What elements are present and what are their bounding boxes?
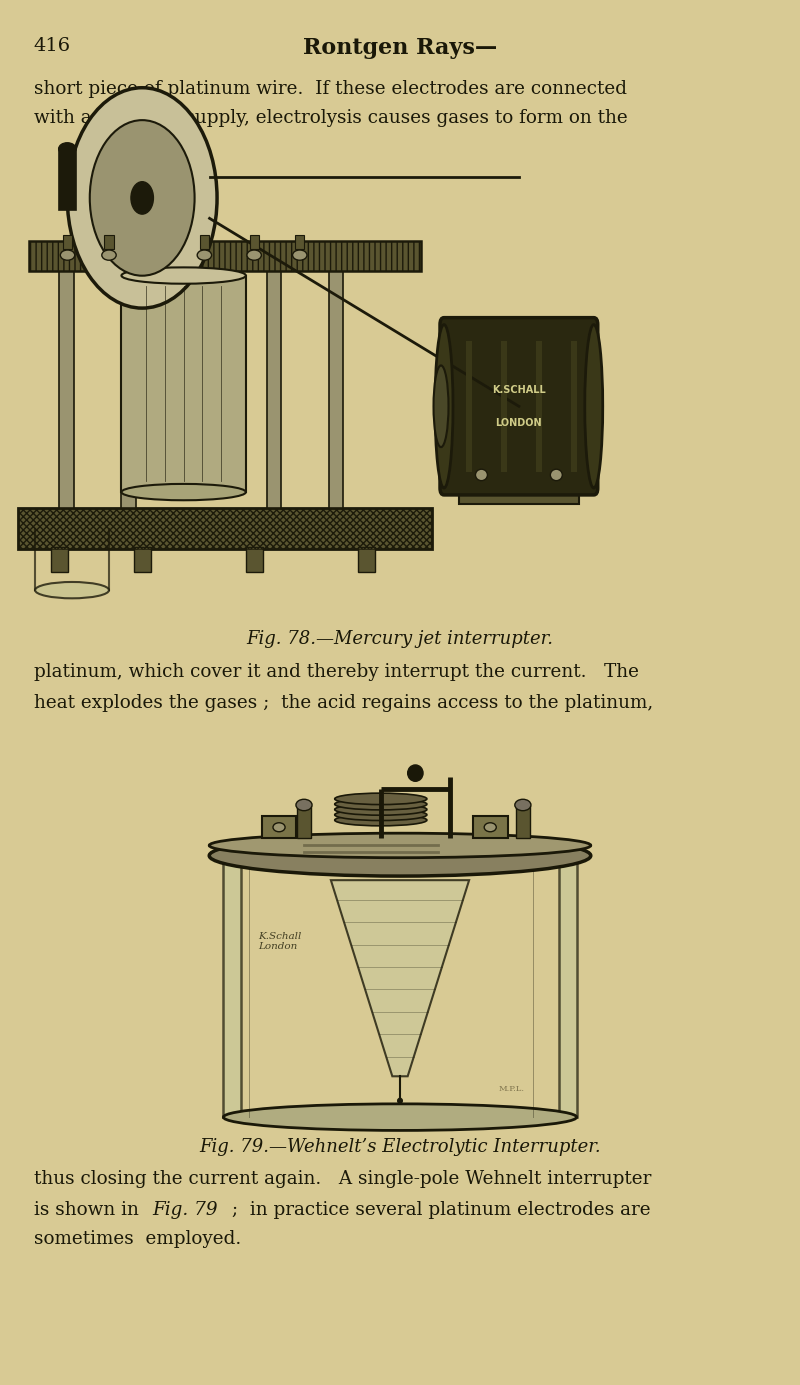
Ellipse shape — [334, 794, 427, 805]
Text: sometimes  employed.: sometimes employed. — [34, 1230, 241, 1248]
Bar — [459, 483, 578, 504]
Ellipse shape — [515, 799, 531, 810]
Ellipse shape — [60, 251, 74, 260]
Text: platinum, which cover it and thereby interrupt the current.   The: platinum, which cover it and thereby int… — [34, 663, 638, 681]
FancyBboxPatch shape — [262, 816, 296, 838]
Bar — [295, 234, 304, 249]
FancyBboxPatch shape — [18, 508, 433, 550]
Bar — [134, 547, 151, 572]
Text: M.P.L.: M.P.L. — [499, 1084, 525, 1093]
Text: with an electric supply, electrolysis causes gases to form on the: with an electric supply, electrolysis ca… — [34, 109, 627, 127]
Ellipse shape — [197, 251, 211, 260]
Ellipse shape — [398, 1098, 402, 1104]
FancyBboxPatch shape — [440, 317, 598, 494]
Ellipse shape — [296, 799, 312, 810]
Text: 416: 416 — [34, 37, 70, 55]
Ellipse shape — [334, 803, 427, 816]
Ellipse shape — [334, 809, 427, 820]
Ellipse shape — [475, 470, 487, 481]
Text: Rontgen Rays—: Rontgen Rays— — [303, 37, 497, 60]
Ellipse shape — [35, 582, 109, 598]
Bar — [223, 856, 241, 1118]
Text: K.Schall
London: K.Schall London — [258, 932, 302, 951]
FancyBboxPatch shape — [473, 816, 507, 838]
Bar — [246, 547, 263, 572]
Bar — [200, 234, 209, 249]
Ellipse shape — [334, 798, 427, 810]
Text: LONDON: LONDON — [495, 418, 542, 428]
Bar — [297, 806, 311, 838]
Bar — [559, 856, 577, 1118]
Ellipse shape — [484, 823, 496, 832]
Text: thus closing the current again.   A single-pole Wehnelt interrupter: thus closing the current again. A single… — [34, 1170, 651, 1188]
Bar — [104, 234, 114, 249]
Ellipse shape — [550, 470, 562, 481]
Bar — [266, 271, 281, 508]
Ellipse shape — [408, 765, 423, 781]
Ellipse shape — [223, 1104, 577, 1130]
Ellipse shape — [210, 834, 590, 857]
Ellipse shape — [122, 267, 246, 284]
Ellipse shape — [293, 251, 307, 260]
Ellipse shape — [58, 143, 76, 155]
Text: short piece of platinum wire.  If these electrodes are connected: short piece of platinum wire. If these e… — [34, 80, 626, 98]
Ellipse shape — [90, 120, 194, 276]
Ellipse shape — [102, 251, 116, 260]
Ellipse shape — [247, 251, 262, 260]
Ellipse shape — [434, 366, 449, 447]
Bar — [571, 341, 578, 472]
Ellipse shape — [435, 324, 453, 488]
Bar — [63, 234, 72, 249]
Bar — [536, 341, 542, 472]
Polygon shape — [331, 881, 469, 1076]
Bar — [122, 271, 136, 508]
Ellipse shape — [273, 823, 285, 832]
Text: is shown in: is shown in — [34, 1201, 144, 1219]
Text: heat explodes the gases ;  the acid regains access to the platinum,: heat explodes the gases ; the acid regai… — [34, 694, 653, 712]
Text: K.SCHALL: K.SCHALL — [492, 385, 546, 395]
Bar — [502, 341, 507, 472]
FancyBboxPatch shape — [30, 241, 421, 271]
Ellipse shape — [67, 87, 217, 307]
Bar — [250, 234, 258, 249]
Bar — [358, 547, 375, 572]
Ellipse shape — [334, 814, 427, 825]
Ellipse shape — [210, 835, 590, 877]
Bar — [516, 806, 530, 838]
Text: ;  in practice several platinum electrodes are: ; in practice several platinum electrode… — [226, 1201, 650, 1219]
Ellipse shape — [131, 181, 154, 215]
Text: Fig. 79.—Wehnelt’s Electrolytic Interrupter.: Fig. 79.—Wehnelt’s Electrolytic Interrup… — [199, 1138, 601, 1156]
Bar — [122, 276, 246, 492]
Ellipse shape — [122, 483, 246, 500]
Bar — [329, 271, 343, 508]
Bar — [51, 547, 68, 572]
Ellipse shape — [585, 324, 602, 488]
Bar — [466, 341, 473, 472]
Bar — [59, 271, 74, 508]
Text: Fig. 79: Fig. 79 — [152, 1201, 218, 1219]
Text: Fig. 78.—Mercury jet interrupter.: Fig. 78.—Mercury jet interrupter. — [246, 630, 554, 648]
Bar — [58, 148, 76, 211]
